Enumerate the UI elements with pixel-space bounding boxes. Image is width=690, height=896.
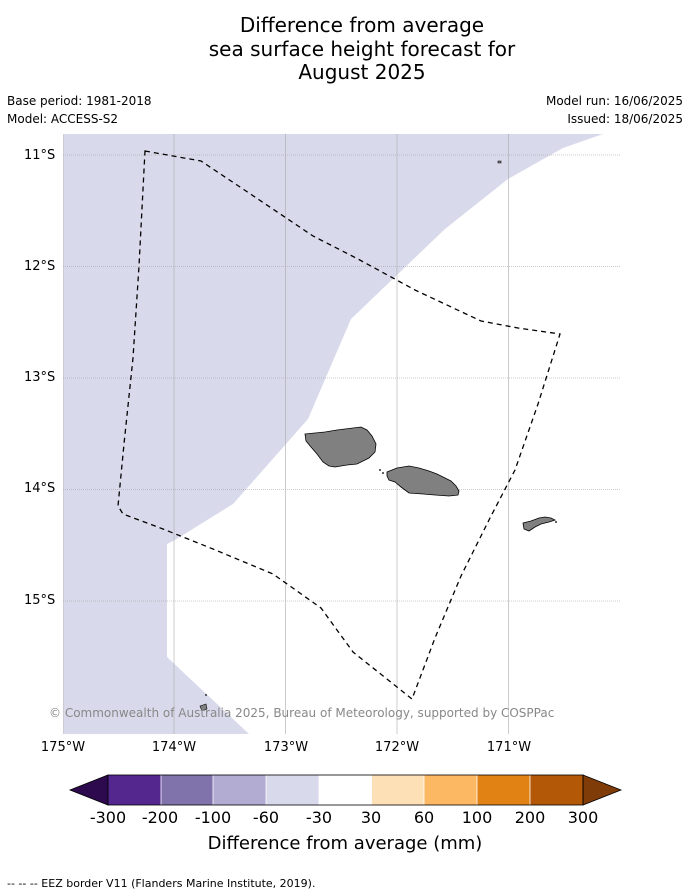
apolima-islet <box>382 472 384 474</box>
lat-label-14s: 14°S <box>24 481 56 496</box>
model-run: Model run: 16/06/2025 <box>545 94 683 108</box>
colorbar-tick: -100 <box>194 808 232 827</box>
colorbar-tick: 30 <box>360 808 382 827</box>
lon-label-175w: 175°W <box>40 740 86 755</box>
colorbar-tick: -300 <box>89 808 127 827</box>
colorbar-bin-7 <box>424 775 477 805</box>
meridians <box>63 134 509 734</box>
title-line-1: Difference from average <box>239 13 485 37</box>
anomaly-region <box>63 134 603 734</box>
colorbar <box>68 774 623 806</box>
lon-label-174w: 174°W <box>151 740 197 755</box>
niuafoou-island <box>199 703 208 712</box>
copyright-notice: © Commonwealth of Australia 2025, Bureau… <box>49 706 555 720</box>
map-title: Difference from average sea surface heig… <box>0 13 690 85</box>
colorbar-tick: 100 <box>461 808 493 827</box>
niuatoputapu-islet <box>205 694 207 696</box>
aunuu-islet <box>555 521 557 523</box>
colorbar-bin-9 <box>530 775 583 805</box>
colorbar-outline <box>107 774 584 806</box>
colorbar-tick: -60 <box>252 808 280 827</box>
colorbar-dividers <box>160 775 531 805</box>
colorbar-tick: 300 <box>567 808 599 827</box>
colorbar-label: Difference from average (mm) <box>207 833 483 854</box>
colorbar-tick: -200 <box>141 808 179 827</box>
lat-label-15s: 15°S <box>24 593 56 608</box>
gridlines <box>63 154 620 602</box>
sea-level-map <box>63 134 620 734</box>
colorbar-tick: 200 <box>514 808 546 827</box>
colorbar-tick: 60 <box>413 808 435 827</box>
lat-label-11s: 11°S <box>24 148 56 163</box>
colorbar-tick: -30 <box>305 808 333 827</box>
manono-islet <box>379 469 381 471</box>
colorbar-bin-1 <box>108 775 161 805</box>
lon-label-171w: 171°W <box>486 740 532 755</box>
title-line-3: August 2025 <box>298 60 426 84</box>
colorbar-bin-6 <box>372 775 424 805</box>
colorbar-bin-5 <box>319 775 372 805</box>
colorbar-bin-2 <box>161 775 213 805</box>
issued-date: Issued: 18/06/2025 <box>567 112 683 126</box>
eez-footnote: -- -- -- EEZ border V11 (Flanders Marine… <box>7 877 316 890</box>
colorbar-extend-low <box>68 774 109 806</box>
lat-label-12s: 12°S <box>24 259 56 274</box>
colorbar-bin-4 <box>266 775 319 805</box>
colorbar-bin-8 <box>477 775 530 805</box>
lon-label-172w: 172°W <box>374 740 420 755</box>
colorbar-bin-3 <box>213 775 266 805</box>
title-line-2: sea surface height forecast for <box>208 36 516 61</box>
rose-atoll <box>497 160 502 164</box>
tutuila-island <box>522 516 557 532</box>
eez-border <box>117 150 561 701</box>
colorbar-extend-high <box>582 774 623 806</box>
savaii-island <box>304 426 377 468</box>
model-name: Model: ACCESS-S2 <box>7 112 119 126</box>
lat-label-13s: 13°S <box>24 370 56 385</box>
base-period: Base period: 1981-2018 <box>7 94 152 108</box>
upolu-island <box>386 465 460 497</box>
lon-label-173w: 173°W <box>263 740 309 755</box>
